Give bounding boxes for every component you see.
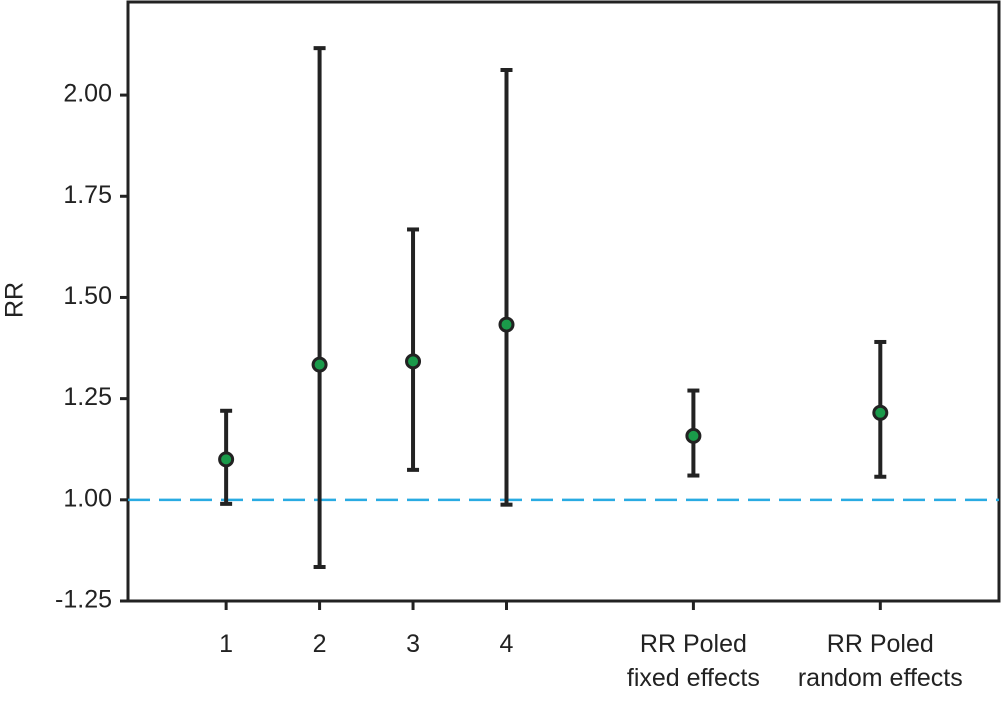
y-tick-label: 1.75 [63, 181, 112, 209]
y-axis-label: RR [1, 282, 29, 318]
x-tick-label: 3 [406, 630, 420, 658]
point [311, 356, 328, 373]
point [685, 427, 702, 444]
plot-frame [126, 0, 1001, 603]
x-tick-label: 1 [219, 630, 234, 658]
x-tick-label: 4 [499, 630, 514, 658]
x-tick-label: 2 [312, 630, 327, 658]
point [405, 353, 422, 370]
y-tick-label: -1.25 [55, 586, 112, 614]
y-tick-label: 1.25 [63, 383, 112, 411]
point [218, 451, 235, 468]
y-tick-label: 1.00 [63, 484, 112, 512]
point [498, 316, 515, 333]
x-tick-label: RR Poled fixed effects [626, 630, 760, 692]
x-tick-label: RR Poled random effects [797, 630, 963, 692]
y-tick-label: 2.00 [63, 80, 112, 108]
y-tick-label: 1.50 [63, 282, 112, 310]
point [872, 404, 889, 421]
